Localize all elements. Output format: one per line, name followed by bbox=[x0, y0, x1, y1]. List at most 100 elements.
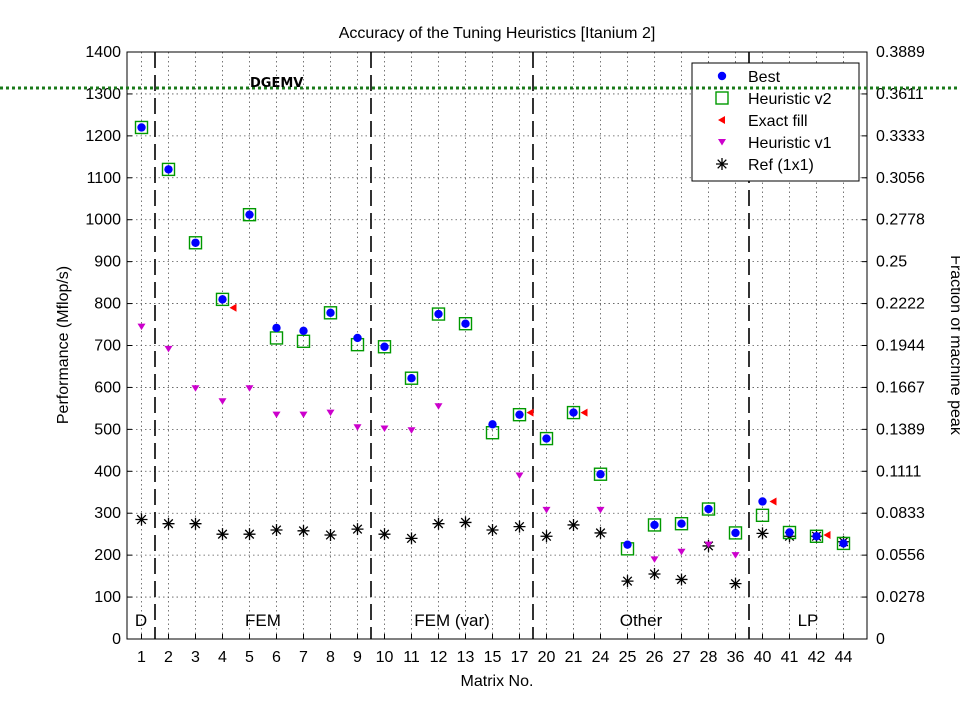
x-tick-label: 36 bbox=[727, 649, 745, 666]
ref-1x1-point bbox=[324, 529, 337, 542]
best-point bbox=[650, 520, 659, 530]
x-tick-label: 9 bbox=[353, 649, 362, 666]
heuristic-v1-point bbox=[380, 425, 389, 433]
x-tick-label: 4 bbox=[218, 649, 227, 666]
heuristic-v1-point bbox=[434, 403, 443, 410]
heuristic-v1-point bbox=[731, 552, 740, 559]
y2-tick-label: 0 bbox=[876, 631, 885, 648]
ref-1x1-point bbox=[270, 523, 283, 536]
heuristic-v2-point bbox=[323, 306, 338, 320]
heuristic-v2-point bbox=[647, 518, 662, 532]
heuristic-v1-point bbox=[650, 556, 659, 563]
y2-tick-label: 0.3611 bbox=[876, 86, 924, 103]
heuristic-v2-point bbox=[404, 371, 419, 385]
best-point bbox=[191, 238, 200, 247]
legend-label-exact-fill: Exact fill bbox=[748, 113, 808, 130]
y-axis-label: Performance (Mflop/s) bbox=[55, 266, 72, 424]
exact-fill-point bbox=[229, 303, 237, 312]
ref-1x1-point bbox=[297, 524, 310, 537]
y2-tick-label: 0.3056 bbox=[876, 170, 925, 187]
ref-1x1-point bbox=[162, 517, 175, 530]
x-tick-label: 15 bbox=[484, 649, 502, 666]
x-tick-label: 17 bbox=[511, 649, 529, 666]
best-point bbox=[461, 319, 470, 328]
best-point bbox=[542, 434, 551, 443]
y2-tick-label: 0.0833 bbox=[876, 505, 925, 522]
best-point bbox=[218, 295, 227, 304]
heuristic-v2-point bbox=[134, 120, 149, 135]
heuristic-v1-point bbox=[407, 427, 416, 434]
y2-tick-label: 0.2222 bbox=[876, 296, 925, 313]
ref-1x1-point bbox=[243, 528, 256, 541]
x-tick-label: 11 bbox=[403, 649, 420, 666]
best-point bbox=[407, 374, 416, 383]
ref-1x1-point bbox=[432, 517, 445, 530]
section-label: D bbox=[135, 611, 147, 630]
ref-1x1-point bbox=[594, 526, 607, 539]
y-tick-label: 800 bbox=[94, 296, 121, 313]
chart-title: Accuracy of the Tuning Heuristics [Itani… bbox=[339, 25, 656, 42]
heuristic-v2-point bbox=[782, 525, 797, 540]
best-point bbox=[137, 123, 146, 132]
best-point bbox=[515, 410, 524, 419]
heuristic-v2-point bbox=[431, 307, 446, 321]
heuristic-v2-point bbox=[377, 340, 392, 354]
y-tick-label: 1200 bbox=[85, 128, 121, 145]
heuristic-v2-point bbox=[674, 516, 689, 531]
exact-fill-point bbox=[769, 497, 777, 506]
ref-1x1-point bbox=[540, 530, 553, 543]
y-tick-label: 1100 bbox=[87, 170, 122, 187]
heuristic-v1-point bbox=[353, 424, 362, 431]
heuristic-v2-point bbox=[701, 502, 716, 516]
ref-1x1-point bbox=[621, 575, 634, 588]
y-tick-label: 900 bbox=[94, 254, 121, 271]
x-tick-label: 20 bbox=[538, 649, 556, 666]
ref-1x1-point bbox=[756, 527, 769, 540]
y-tick-label: 300 bbox=[94, 505, 121, 522]
x-tick-label: 41 bbox=[781, 649, 799, 666]
ref-1x1-point bbox=[378, 528, 391, 541]
legend-marker-heuristic-v1 bbox=[718, 139, 726, 146]
best-point bbox=[623, 540, 632, 549]
legend-marker-best bbox=[717, 71, 727, 81]
legend-label-heuristic-v2: Heuristic v2 bbox=[748, 91, 832, 108]
x-tick-label: 25 bbox=[619, 649, 637, 666]
y2-tick-label: 0.1389 bbox=[876, 421, 925, 438]
heuristic-v2-point bbox=[188, 236, 203, 250]
ref-1x1-point bbox=[729, 577, 742, 590]
ref-1x1-point bbox=[486, 523, 499, 536]
heuristic-v1-point bbox=[326, 409, 335, 417]
x-tick-label: 8 bbox=[326, 649, 335, 666]
heuristic-v2-point bbox=[458, 316, 473, 331]
y-tick-label: 1400 bbox=[85, 44, 121, 61]
legend-label-ref-1x1: Ref (1x1) bbox=[748, 157, 814, 174]
x-axis: 1 2 3 4 5 6 7 8 9 10 11 12 13 15 17 20 21 24 25 26 27 28 36 40 4… bbox=[137, 634, 853, 666]
heuristic-v1-point bbox=[191, 385, 200, 392]
heuristic-v1-point bbox=[677, 548, 686, 556]
y2-tick-label: 0.1667 bbox=[876, 379, 925, 396]
heuristic-v1-point bbox=[164, 345, 173, 353]
y-tick-label: 700 bbox=[94, 338, 121, 355]
x-tick-label: 21 bbox=[565, 649, 583, 666]
heuristic-v2-point bbox=[728, 526, 743, 540]
y-tick-label: 500 bbox=[94, 421, 121, 438]
best-point bbox=[758, 497, 767, 506]
heuristic-v1-point bbox=[299, 411, 308, 419]
x-tick-label: 12 bbox=[430, 649, 448, 666]
x-tick-label: 2 bbox=[164, 649, 173, 666]
y-tick-label: 1300 bbox=[85, 86, 121, 103]
best-point bbox=[785, 528, 794, 537]
section-label: FEM (var) bbox=[414, 611, 490, 630]
x-tick-label: 40 bbox=[754, 649, 772, 666]
legend: Best Heuristic v2 Exact fill Heuristic v1 Re… bbox=[691, 62, 860, 182]
y-tick-label: 200 bbox=[94, 547, 121, 564]
legend-label-best: Best bbox=[748, 69, 781, 86]
x-tick-label: 13 bbox=[457, 649, 475, 666]
dgemv-annotation: DGEMV bbox=[250, 76, 303, 91]
heuristic-v2-point bbox=[512, 407, 527, 422]
x-tick-label: 24 bbox=[592, 649, 610, 666]
best-point bbox=[380, 342, 389, 351]
exact-fill-point bbox=[526, 408, 534, 417]
y-axis-left: 0 100 200 300 400 500 600 700 800 900 1000 1100 1200… bbox=[85, 44, 132, 648]
